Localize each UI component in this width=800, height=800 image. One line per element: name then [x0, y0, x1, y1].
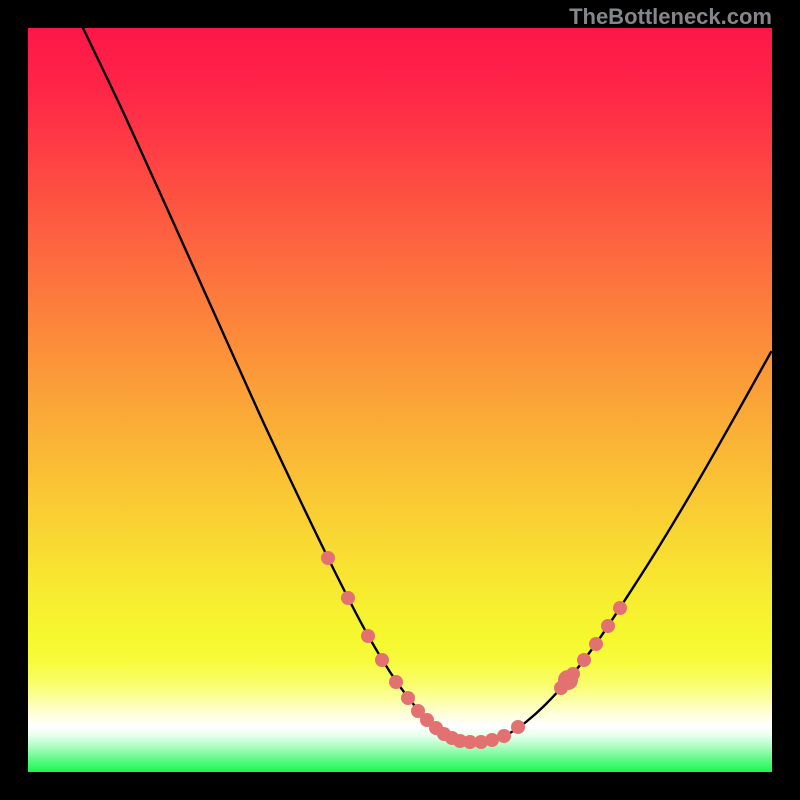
data-marker [485, 733, 499, 747]
data-marker [361, 629, 375, 643]
watermark-text: TheBottleneck.com [569, 4, 772, 30]
data-marker [321, 551, 335, 565]
data-marker [589, 637, 603, 651]
data-marker [613, 601, 627, 615]
data-marker [389, 675, 403, 689]
data-marker [511, 720, 525, 734]
data-marker [558, 670, 578, 690]
data-marker [497, 729, 511, 743]
data-marker [341, 591, 355, 605]
data-marker [375, 653, 389, 667]
gradient-background [28, 28, 772, 772]
data-marker [577, 653, 591, 667]
data-marker [401, 691, 415, 705]
data-marker [601, 619, 615, 633]
chart-svg [0, 0, 800, 800]
